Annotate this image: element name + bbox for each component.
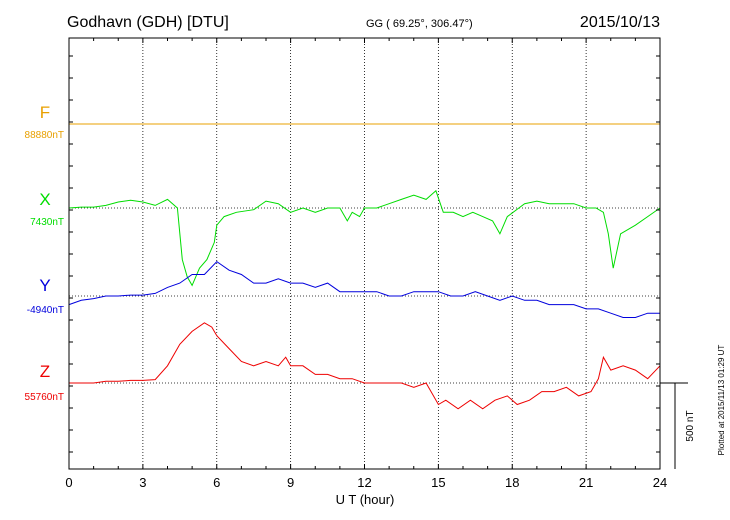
series-label-z: Z (40, 362, 50, 381)
series-line-z (69, 322, 661, 410)
x-tick-label: 6 (213, 475, 220, 490)
x-tick-label: 15 (431, 475, 445, 490)
station-coords: GG ( 69.25°, 306.47°) (366, 18, 473, 30)
series-line-y (68, 260, 660, 318)
series-label-f: F (40, 103, 50, 122)
x-tick-label: 24 (653, 475, 667, 490)
scale-bar: 500 nT (660, 382, 696, 469)
x-tick-label: 18 (505, 475, 519, 490)
series-baseline-x: 7430nT (30, 217, 64, 228)
chart-date: 2015/10/13 (580, 14, 660, 31)
series-layer (68, 123, 661, 410)
x-tick-label: 12 (357, 475, 371, 490)
series-label-y: Y (39, 276, 50, 295)
grid-lines (69, 38, 660, 469)
plotted-timestamp: Plotted at 2015/11/13 01:29 UT (717, 345, 726, 456)
series-labels: F 88880nT X 7430nT Y -4940nT Z 55760nT (25, 103, 64, 403)
series-baseline-y: -4940nT (27, 305, 64, 316)
scale-bar-label: 500 nT (685, 410, 696, 441)
x-tick-label: 9 (287, 475, 294, 490)
series-label-x: X (39, 190, 50, 209)
x-tick-label: 3 (139, 475, 146, 490)
series-line-x (68, 189, 661, 287)
series-baseline-f: 88880nT (25, 130, 64, 141)
station-title: Godhavn (GDH) [DTU] (67, 14, 229, 31)
x-tick-label: 21 (579, 475, 593, 490)
x-axis: 0 3 6 9 12 15 18 21 24 (65, 38, 667, 490)
x-tick-label: 0 (65, 475, 72, 490)
series-baseline-z: 55760nT (25, 392, 64, 403)
x-axis-label: U T (hour) (336, 492, 395, 507)
